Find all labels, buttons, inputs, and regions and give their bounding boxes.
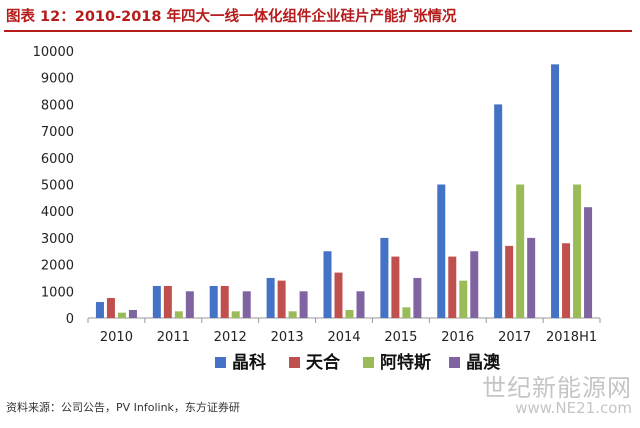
y-tick-label: 7000 — [41, 125, 74, 140]
legend-label: 晶澳 — [466, 352, 501, 373]
bar-阿特斯-2016 — [459, 280, 468, 318]
bar-天合-2012 — [220, 285, 229, 318]
bar-晶澳-2010 — [128, 309, 137, 318]
legend-swatch — [289, 357, 300, 368]
legend-swatch — [215, 357, 226, 368]
legend-swatch — [363, 357, 374, 368]
x-tick-label: 2013 — [271, 330, 304, 345]
bar-天合-2013 — [277, 280, 286, 318]
y-tick-label: 0 — [66, 312, 74, 327]
x-tick-label: 2016 — [441, 330, 474, 345]
watermark-url: www.NE21.com — [515, 399, 632, 418]
bar-阿特斯-2012 — [231, 311, 240, 318]
bar-阿特斯-2010 — [117, 312, 126, 318]
bar-晶澳-2012 — [242, 291, 251, 318]
bar-晶科-2014 — [323, 251, 332, 318]
legend-label: 天合 — [306, 352, 341, 373]
bar-天合-2016 — [448, 256, 457, 318]
bar-天合-2010 — [106, 297, 115, 318]
bar-晶澳-2016 — [470, 251, 479, 318]
chart-title: 图表 12：2010-2018 年四大一线一体化组件企业硅片产能扩张情况 — [6, 9, 457, 25]
x-tick-label: 2012 — [214, 330, 247, 345]
y-tick-label: 10000 — [33, 45, 74, 60]
bar-阿特斯-2018H1 — [573, 184, 582, 318]
y-tick-label: 6000 — [41, 152, 74, 167]
y-tick-label: 1000 — [41, 285, 74, 300]
bar-晶澳-2015 — [413, 277, 422, 318]
bar-阿特斯-2017 — [516, 184, 525, 318]
x-tick-label: 2010 — [100, 330, 133, 345]
bar-晶澳-2018H1 — [584, 207, 593, 318]
legend-label: 晶科 — [232, 352, 266, 373]
bar-晶科-2012 — [209, 285, 218, 318]
y-tick-label: 2000 — [41, 259, 74, 274]
bar-阿特斯-2015 — [402, 307, 411, 318]
watermark-name: 世纪新能源网 — [482, 374, 632, 402]
bar-天合-2015 — [391, 256, 400, 318]
y-axis: 0 1000 2000 3000 4000 5000 6000 7000 8000 9000 100… — [33, 45, 74, 327]
bar-晶澳-2017 — [527, 237, 536, 318]
x-tick-label: 2018H1 — [546, 330, 597, 345]
bar-天合-2018H1 — [562, 243, 571, 318]
y-tick-label: 4000 — [41, 205, 74, 220]
bar-天合-2017 — [505, 245, 514, 318]
x-tick-label: 2017 — [498, 330, 531, 345]
bar-晶澳-2013 — [299, 291, 308, 318]
legend-swatch — [449, 357, 460, 368]
bar-晶科-2015 — [380, 237, 389, 318]
x-tick-label: 2011 — [157, 330, 190, 345]
bar-晶科-2013 — [266, 277, 275, 318]
bar-晶澳-2014 — [356, 291, 365, 318]
x-axis: 2010 2011 2012 2013 2014 2015 2016 2017 2018H1 — [87, 317, 601, 345]
x-tick-label: 2014 — [327, 330, 360, 345]
legend-label: 阿特斯 — [380, 352, 431, 373]
bar-阿特斯-2014 — [345, 309, 354, 318]
bar-晶科-2018H1 — [551, 64, 560, 318]
bar-晶澳-2011 — [185, 291, 194, 318]
bar-晶科-2016 — [437, 184, 446, 318]
bar-天合-2011 — [163, 285, 172, 318]
y-tick-label: 9000 — [41, 72, 74, 87]
bar-晶科-2010 — [95, 301, 104, 318]
bar-晶科-2011 — [152, 285, 161, 318]
bars — [95, 64, 593, 319]
y-tick-label: 3000 — [41, 232, 74, 247]
bar-晶科-2017 — [494, 104, 503, 319]
x-tick-label: 2015 — [384, 330, 417, 345]
title-divider — [4, 30, 632, 32]
bar-天合-2014 — [334, 272, 343, 318]
source-note: 资料来源：公司公告，PV Infolink，东方证券研 — [6, 401, 240, 414]
bar-阿特斯-2013 — [288, 311, 297, 318]
legend: 晶科 天合 阿特斯 晶澳 — [215, 352, 501, 373]
bar-chart: 0 1000 2000 3000 4000 5000 6000 7000 8000 9000 100… — [33, 45, 601, 373]
watermark: 世纪新能源网 www.NE21.com — [482, 374, 632, 418]
bar-阿特斯-2011 — [174, 311, 183, 318]
y-tick-label: 8000 — [41, 98, 74, 113]
y-tick-label: 5000 — [41, 179, 74, 194]
